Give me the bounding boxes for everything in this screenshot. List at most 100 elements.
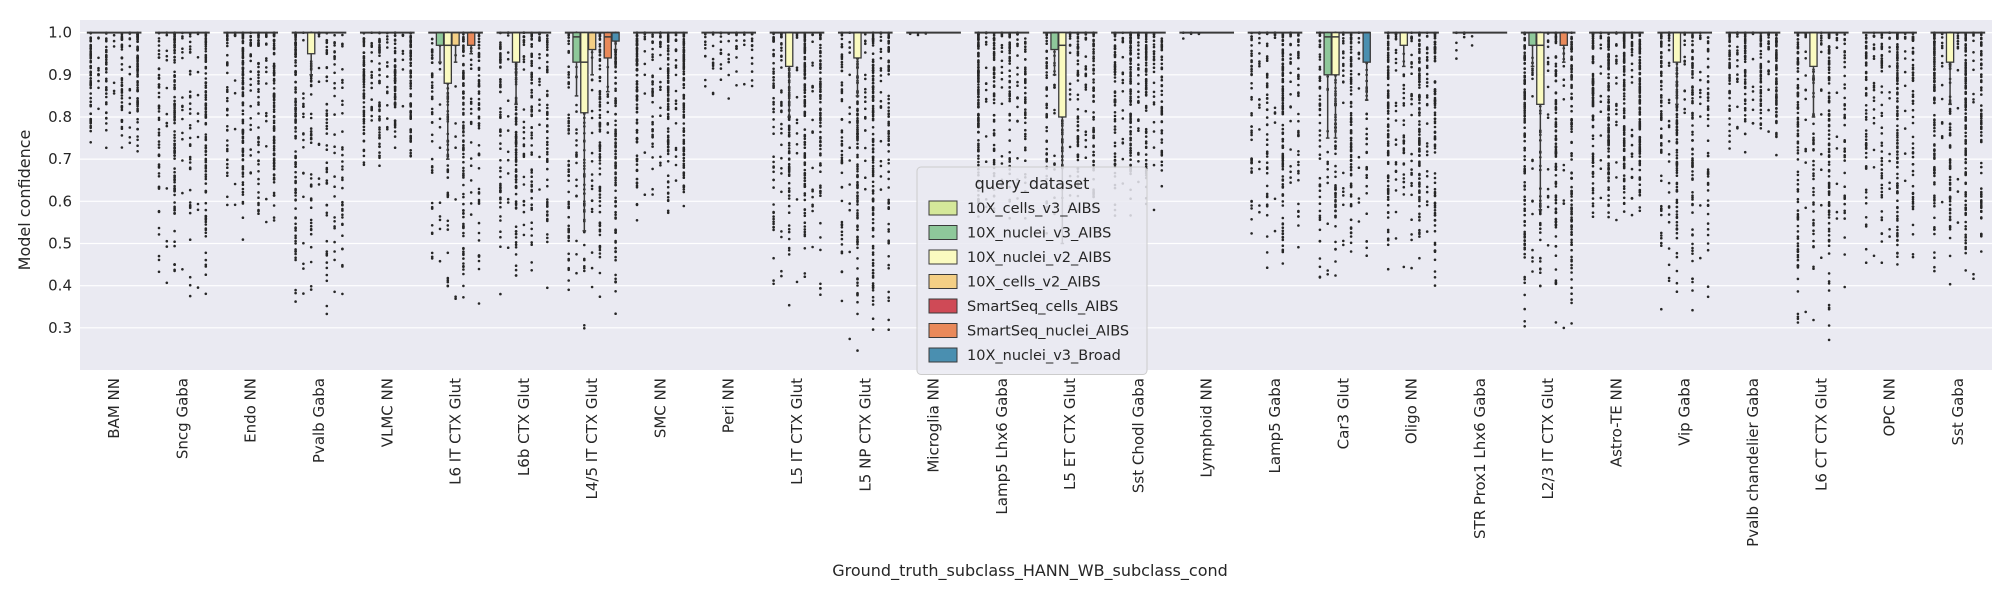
- outlier-point: [265, 111, 268, 115]
- outlier-point: [325, 266, 329, 270]
- outlier-point: [393, 135, 397, 138]
- outlier-point: [272, 87, 276, 90]
- outlier-point: [887, 186, 890, 189]
- outlier-point: [992, 46, 996, 50]
- outlier-point: [204, 47, 208, 51]
- outlier-point: [651, 115, 654, 118]
- outlier-point: [598, 188, 602, 192]
- outlier-point: [840, 299, 844, 303]
- outlier-point: [1084, 38, 1088, 41]
- outlier-point: [378, 67, 381, 71]
- outlier-point: [378, 73, 381, 77]
- outlier-point: [294, 106, 297, 110]
- outlier-point: [294, 61, 297, 64]
- outlier-point: [1137, 82, 1140, 86]
- outlier-point: [635, 83, 639, 86]
- outlier-point: [780, 156, 783, 160]
- outlier-point: [226, 37, 229, 40]
- outlier-point: [249, 128, 252, 131]
- outlier-point: [362, 85, 366, 89]
- outlier-point: [704, 40, 707, 43]
- outlier-point: [173, 193, 176, 197]
- outlier-point: [294, 86, 297, 89]
- outlier-point: [719, 35, 723, 38]
- outlier-point: [272, 101, 276, 105]
- outlier-point: [538, 109, 541, 112]
- outlier-point: [409, 57, 413, 61]
- outlier-point: [1160, 131, 1164, 135]
- outlier-point: [446, 164, 450, 167]
- outlier-point: [272, 138, 276, 142]
- outlier-point: [272, 204, 276, 207]
- outlier-point: [89, 71, 92, 75]
- outlier-point: [606, 101, 610, 105]
- outlier-point: [1144, 146, 1148, 149]
- outlier-point: [265, 66, 268, 69]
- outlier-point: [204, 228, 208, 232]
- outlier-point: [462, 253, 465, 257]
- outlier-point: [887, 137, 890, 141]
- outlier-point: [386, 65, 389, 68]
- outlier-point: [848, 40, 851, 44]
- outlier-point: [401, 104, 405, 108]
- outlier-point: [294, 55, 297, 58]
- outlier-point: [567, 168, 570, 171]
- outlier-point: [856, 211, 859, 215]
- outlier-point: [575, 271, 578, 275]
- outlier-point: [1121, 137, 1125, 141]
- outlier-point: [302, 292, 305, 295]
- outlier-point: [514, 184, 518, 188]
- outlier-point: [856, 349, 859, 352]
- outlier-point: [499, 159, 502, 162]
- outlier-point: [711, 57, 715, 61]
- outlier-point: [977, 157, 980, 160]
- outlier-point: [871, 295, 875, 299]
- outlier-point: [241, 187, 245, 191]
- outlier-point: [666, 148, 670, 152]
- outlier-point: [538, 155, 541, 159]
- outlier-point: [173, 201, 176, 204]
- outlier-point: [378, 131, 381, 134]
- outlier-point: [840, 69, 844, 73]
- outlier-point: [546, 65, 549, 69]
- outlier-point: [241, 94, 245, 97]
- outlier-point: [567, 288, 570, 292]
- outlier-point: [257, 82, 260, 85]
- outlier-point: [370, 81, 374, 85]
- outlier-point: [780, 100, 783, 104]
- outlier-point: [530, 144, 533, 147]
- outlier-point: [522, 200, 526, 203]
- outlier-point: [614, 312, 617, 316]
- outlier-point: [803, 57, 807, 61]
- outlier-point: [643, 193, 647, 196]
- outlier-point: [819, 140, 822, 144]
- outlier-point: [362, 37, 366, 40]
- outlier-point: [514, 236, 518, 239]
- outlier-point: [173, 46, 176, 49]
- outlier-point: [446, 251, 450, 255]
- outlier-point: [1137, 44, 1140, 47]
- outlier-point: [499, 80, 502, 84]
- outlier-point: [546, 45, 549, 49]
- outlier-point: [378, 51, 381, 54]
- outlier-point: [546, 68, 549, 72]
- outlier-point: [393, 79, 397, 83]
- outlier-point: [659, 114, 662, 117]
- outlier-point: [477, 198, 481, 202]
- outlier-point: [704, 43, 707, 46]
- outlier-point: [803, 154, 807, 158]
- outlier-point: [803, 104, 807, 107]
- outlier-point: [1129, 138, 1132, 142]
- outlier-point: [1000, 59, 1004, 63]
- outlier-point: [105, 58, 108, 62]
- outlier-point: [879, 74, 883, 77]
- outlier-point: [370, 51, 374, 54]
- outlier-point: [614, 89, 617, 92]
- outlier-point: [682, 86, 686, 90]
- outlier-point: [743, 33, 746, 36]
- outlier-point: [378, 133, 381, 137]
- outlier-point: [294, 236, 297, 240]
- outlier-point: [204, 50, 208, 53]
- outlier-point: [819, 144, 822, 148]
- outlier-point: [477, 124, 481, 127]
